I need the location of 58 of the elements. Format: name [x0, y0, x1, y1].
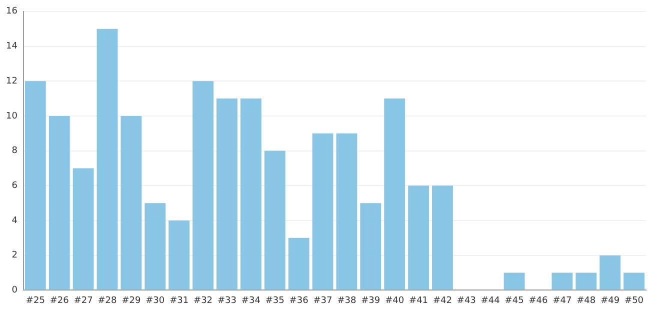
bar — [624, 272, 644, 290]
x-tick-label: #41 — [409, 296, 428, 306]
x-tick-label: #40 — [385, 296, 404, 306]
x-tick-label: #30 — [146, 296, 165, 306]
y-tick-label: 10 — [6, 111, 18, 122]
x-tick-label: #28 — [98, 296, 118, 306]
x-tick-label: #31 — [170, 296, 189, 306]
x-tick-label: #26 — [50, 296, 70, 306]
x-tick-label: #43 — [456, 296, 476, 306]
x-tick-label: #48 — [576, 296, 596, 306]
bar — [360, 203, 382, 290]
y-tick-label: 16 — [6, 6, 18, 17]
x-tick-label: #27 — [74, 296, 93, 306]
bar — [384, 98, 406, 290]
bar — [120, 116, 142, 290]
bar — [408, 186, 429, 290]
x-tick-label: #46 — [528, 296, 548, 306]
y-tick-label: 2 — [12, 250, 18, 261]
bar — [192, 81, 214, 290]
y-tick-label: 6 — [12, 180, 18, 191]
bar — [336, 133, 358, 290]
y-tick-label: 12 — [6, 76, 18, 86]
bar — [48, 116, 70, 290]
bar — [168, 220, 190, 290]
bar — [504, 272, 525, 290]
bar — [576, 272, 597, 290]
x-tick-label: #44 — [480, 296, 500, 306]
bar — [240, 98, 262, 290]
x-tick-label: #32 — [194, 296, 213, 306]
bar — [216, 98, 238, 290]
x-tick-label: #50 — [624, 296, 644, 306]
x-tick-label: #45 — [504, 296, 524, 306]
x-tick-label: #42 — [432, 296, 452, 306]
x-tick-label: #29 — [122, 296, 141, 306]
bar — [600, 255, 621, 290]
x-tick-label: #39 — [361, 296, 380, 306]
x-tick-label: #36 — [289, 296, 309, 306]
y-tick-label: 8 — [12, 146, 18, 156]
bar — [552, 272, 573, 290]
x-tick-label: #25 — [26, 296, 45, 306]
y-tick-label: 0 — [12, 286, 18, 296]
bar — [288, 238, 310, 290]
bar — [72, 168, 94, 290]
x-tick-label: #34 — [241, 296, 261, 306]
bar — [312, 133, 334, 290]
x-tick-label: #37 — [313, 296, 332, 306]
bar — [144, 203, 166, 290]
y-tick-label: 14 — [6, 42, 18, 52]
x-tick-label: #47 — [552, 296, 572, 306]
bar — [24, 81, 46, 290]
bar — [96, 28, 118, 290]
bar — [432, 186, 453, 290]
y-tick-label: 4 — [12, 216, 18, 226]
bar — [264, 150, 286, 290]
x-tick-label: #35 — [265, 296, 284, 306]
x-tick-label: #33 — [217, 296, 236, 306]
x-tick-label: #38 — [337, 296, 356, 306]
x-tick-label: #49 — [600, 296, 620, 306]
